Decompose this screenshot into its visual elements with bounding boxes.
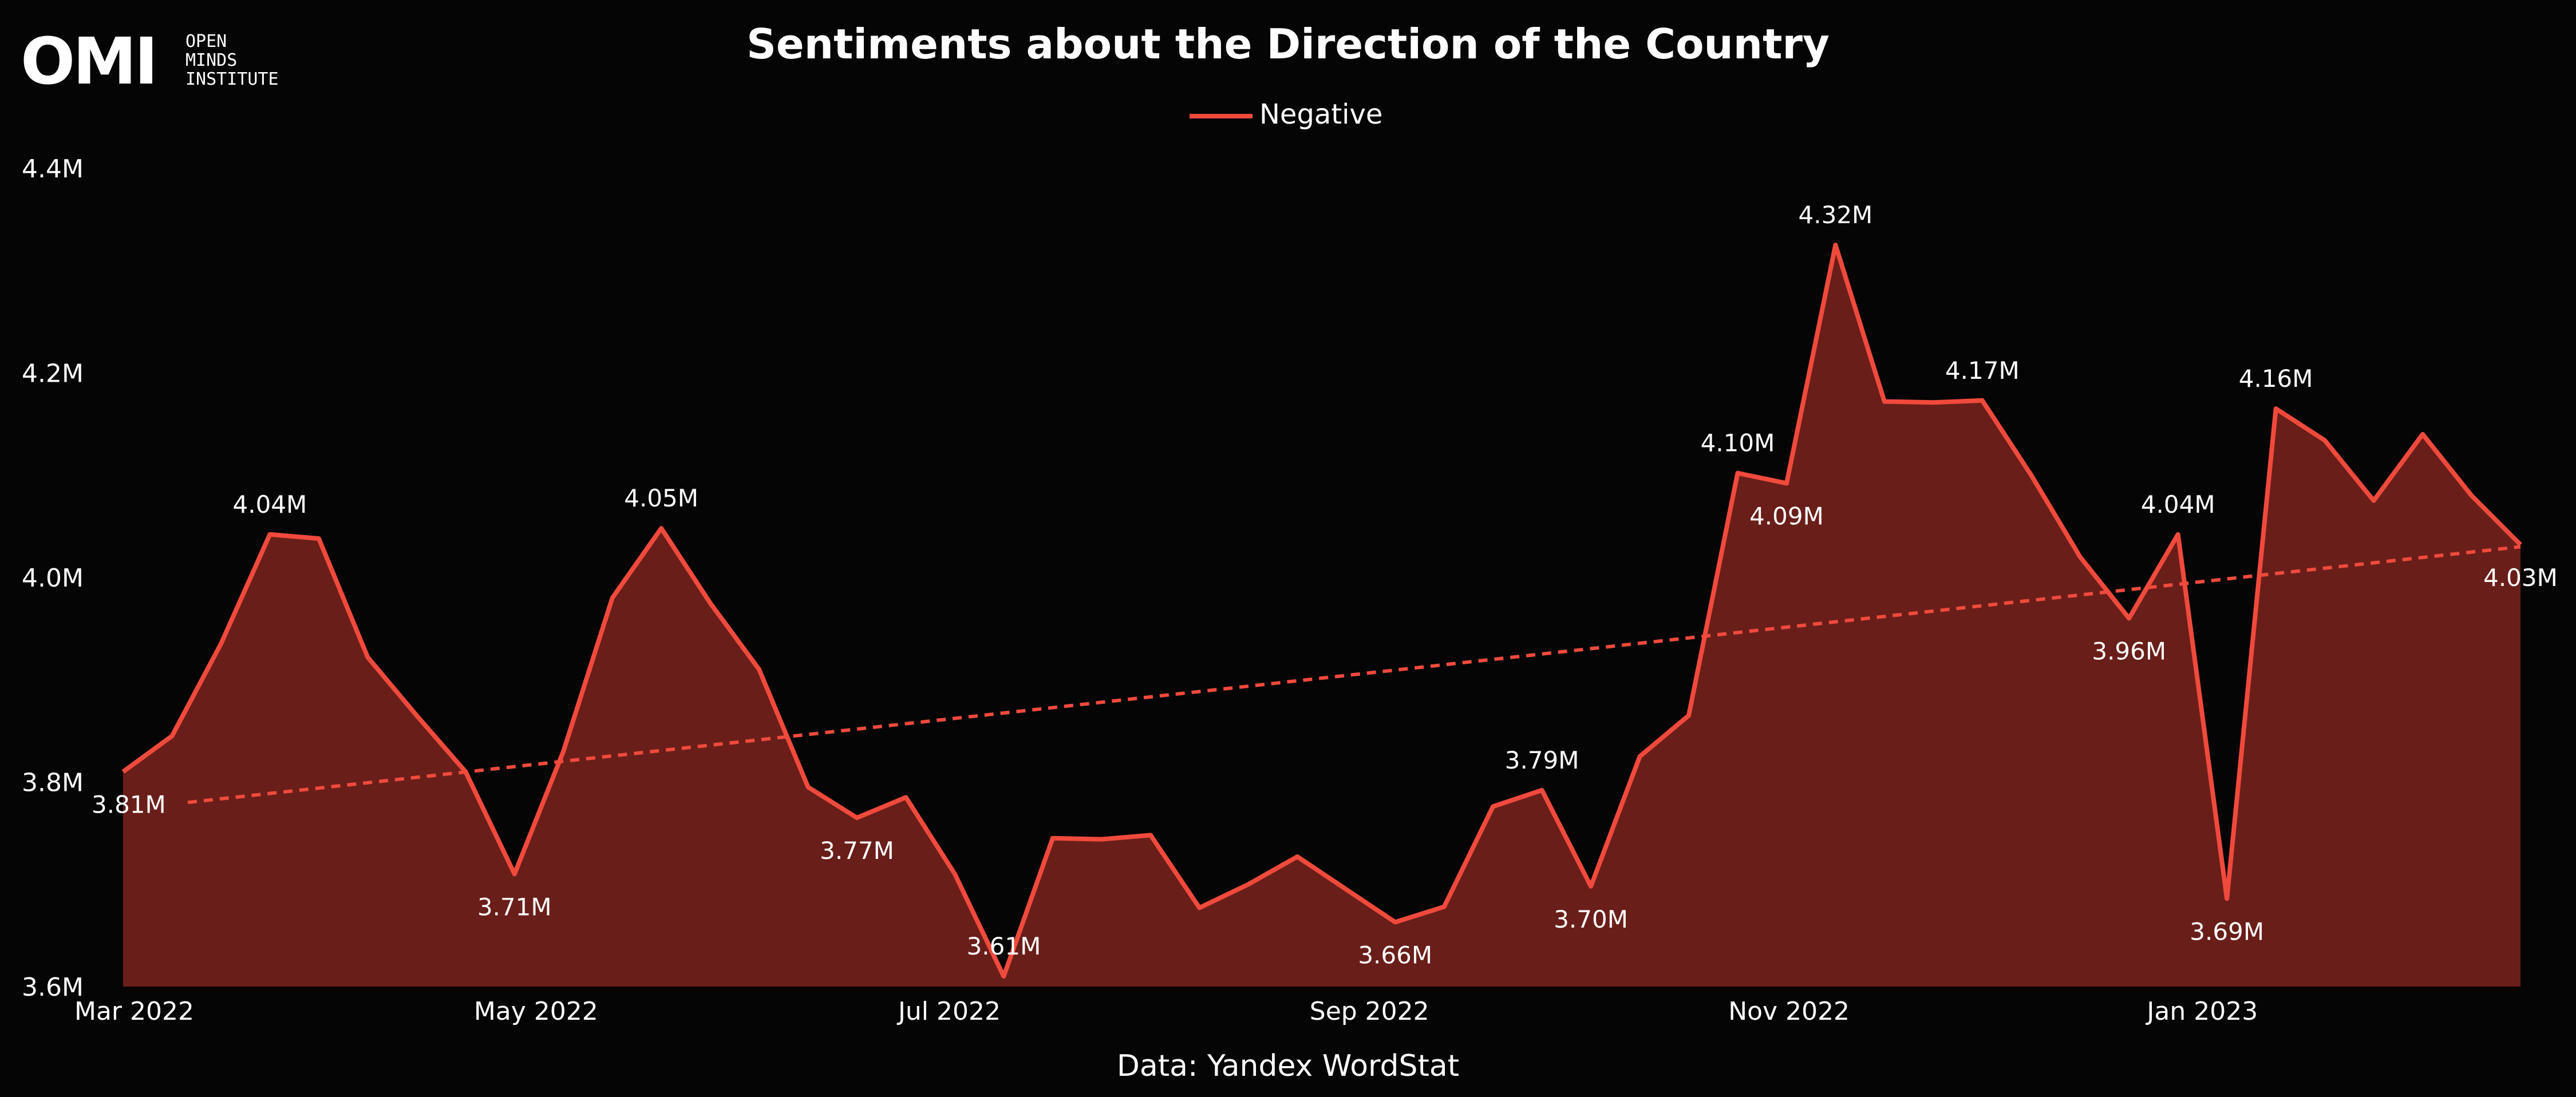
negative-area-fill <box>123 245 2520 987</box>
data-label: 3.96M <box>2092 637 2166 666</box>
data-label: 4.17M <box>1945 357 2020 385</box>
data-label: 4.10M <box>1701 429 1775 457</box>
plot-area <box>121 243 2522 987</box>
data-label: 3.70M <box>1554 905 1628 933</box>
y-axis: 3.6M 3.8M 4.0M 4.2M 4.4M <box>22 155 84 1002</box>
data-label: 3.81M <box>92 791 166 819</box>
data-label: 4.05M <box>624 484 698 512</box>
logo-text: OPEN MINDS INSTITUTE <box>185 32 279 89</box>
x-tick-label: May 2022 <box>474 997 598 1026</box>
data-label: 3.69M <box>2190 917 2264 945</box>
x-axis: Mar 2022 May 2022 Jul 2022 Sep 2022 Nov 2022… <box>74 997 2258 1026</box>
data-label: 4.04M <box>2141 490 2215 518</box>
x-tick-label: Sep 2022 <box>1310 997 1429 1026</box>
data-label: 4.16M <box>2239 365 2313 393</box>
source-caption: Data: Yandex WordStat <box>1117 1049 1459 1083</box>
y-tick-label: 3.8M <box>22 769 84 798</box>
data-label: 3.66M <box>1358 941 1432 969</box>
negative-series-line <box>121 243 2522 979</box>
x-tick-label: Jul 2022 <box>896 997 1001 1026</box>
legend: Negative <box>1190 98 1382 130</box>
logo-text-line-2: MINDS <box>185 50 238 70</box>
x-tick-label: Mar 2022 <box>74 997 194 1026</box>
logo-mark: OMI <box>21 25 158 99</box>
logo-text-line-1: OPEN <box>185 31 227 52</box>
trend-line <box>187 545 2521 805</box>
data-label: 4.03M <box>2483 564 2558 592</box>
omi-logo: OMI OPEN MINDS INSTITUTE <box>21 25 279 99</box>
data-label: 4.32M <box>1799 201 1873 229</box>
y-tick-label: 4.0M <box>22 564 84 593</box>
data-label: 4.09M <box>1749 502 1824 530</box>
x-tick-label: Jan 2023 <box>2145 997 2258 1026</box>
data-label: 3.77M <box>820 837 894 865</box>
y-tick-label: 4.4M <box>22 155 84 184</box>
data-label: 3.79M <box>1505 746 1579 774</box>
chart-title: Sentiments about the Direction of the Co… <box>746 20 1830 68</box>
x-tick-label: Nov 2022 <box>1728 997 1850 1026</box>
y-tick-label: 3.6M <box>22 973 84 1002</box>
data-label: 4.04M <box>233 490 307 518</box>
data-labels: 3.81M 4.04M 3.71M 4.05M 3.77M 3.61M 3.66M 3.79M… <box>92 201 2558 969</box>
legend-label-negative: Negative <box>1259 98 1382 130</box>
logo-text-line-3: INSTITUTE <box>185 69 279 89</box>
data-label: 3.61M <box>967 932 1041 960</box>
y-tick-label: 4.2M <box>22 359 84 389</box>
data-label: 3.71M <box>477 893 552 921</box>
